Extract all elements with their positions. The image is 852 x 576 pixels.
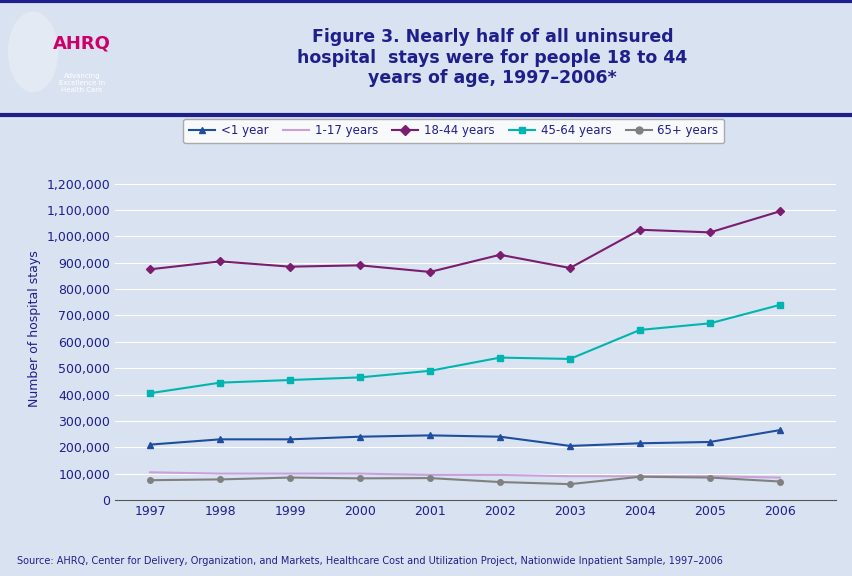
Text: Source: AHRQ, Center for Delivery, Organization, and Markets, Healthcare Cost an: Source: AHRQ, Center for Delivery, Organ… bbox=[17, 556, 722, 566]
Text: Advancing
Excellence in
Health Care: Advancing Excellence in Health Care bbox=[59, 73, 105, 93]
Y-axis label: Number of hospital stays: Number of hospital stays bbox=[28, 250, 41, 407]
Text: Figure 3. Nearly half of all uninsured
hospital  stays were for people 18 to 44
: Figure 3. Nearly half of all uninsured h… bbox=[297, 28, 687, 88]
Legend: <1 year, 1-17 years, 18-44 years, 45-64 years, 65+ years: <1 year, 1-17 years, 18-44 years, 45-64 … bbox=[183, 119, 723, 143]
Text: AHRQ: AHRQ bbox=[53, 35, 111, 53]
Ellipse shape bbox=[8, 12, 58, 92]
